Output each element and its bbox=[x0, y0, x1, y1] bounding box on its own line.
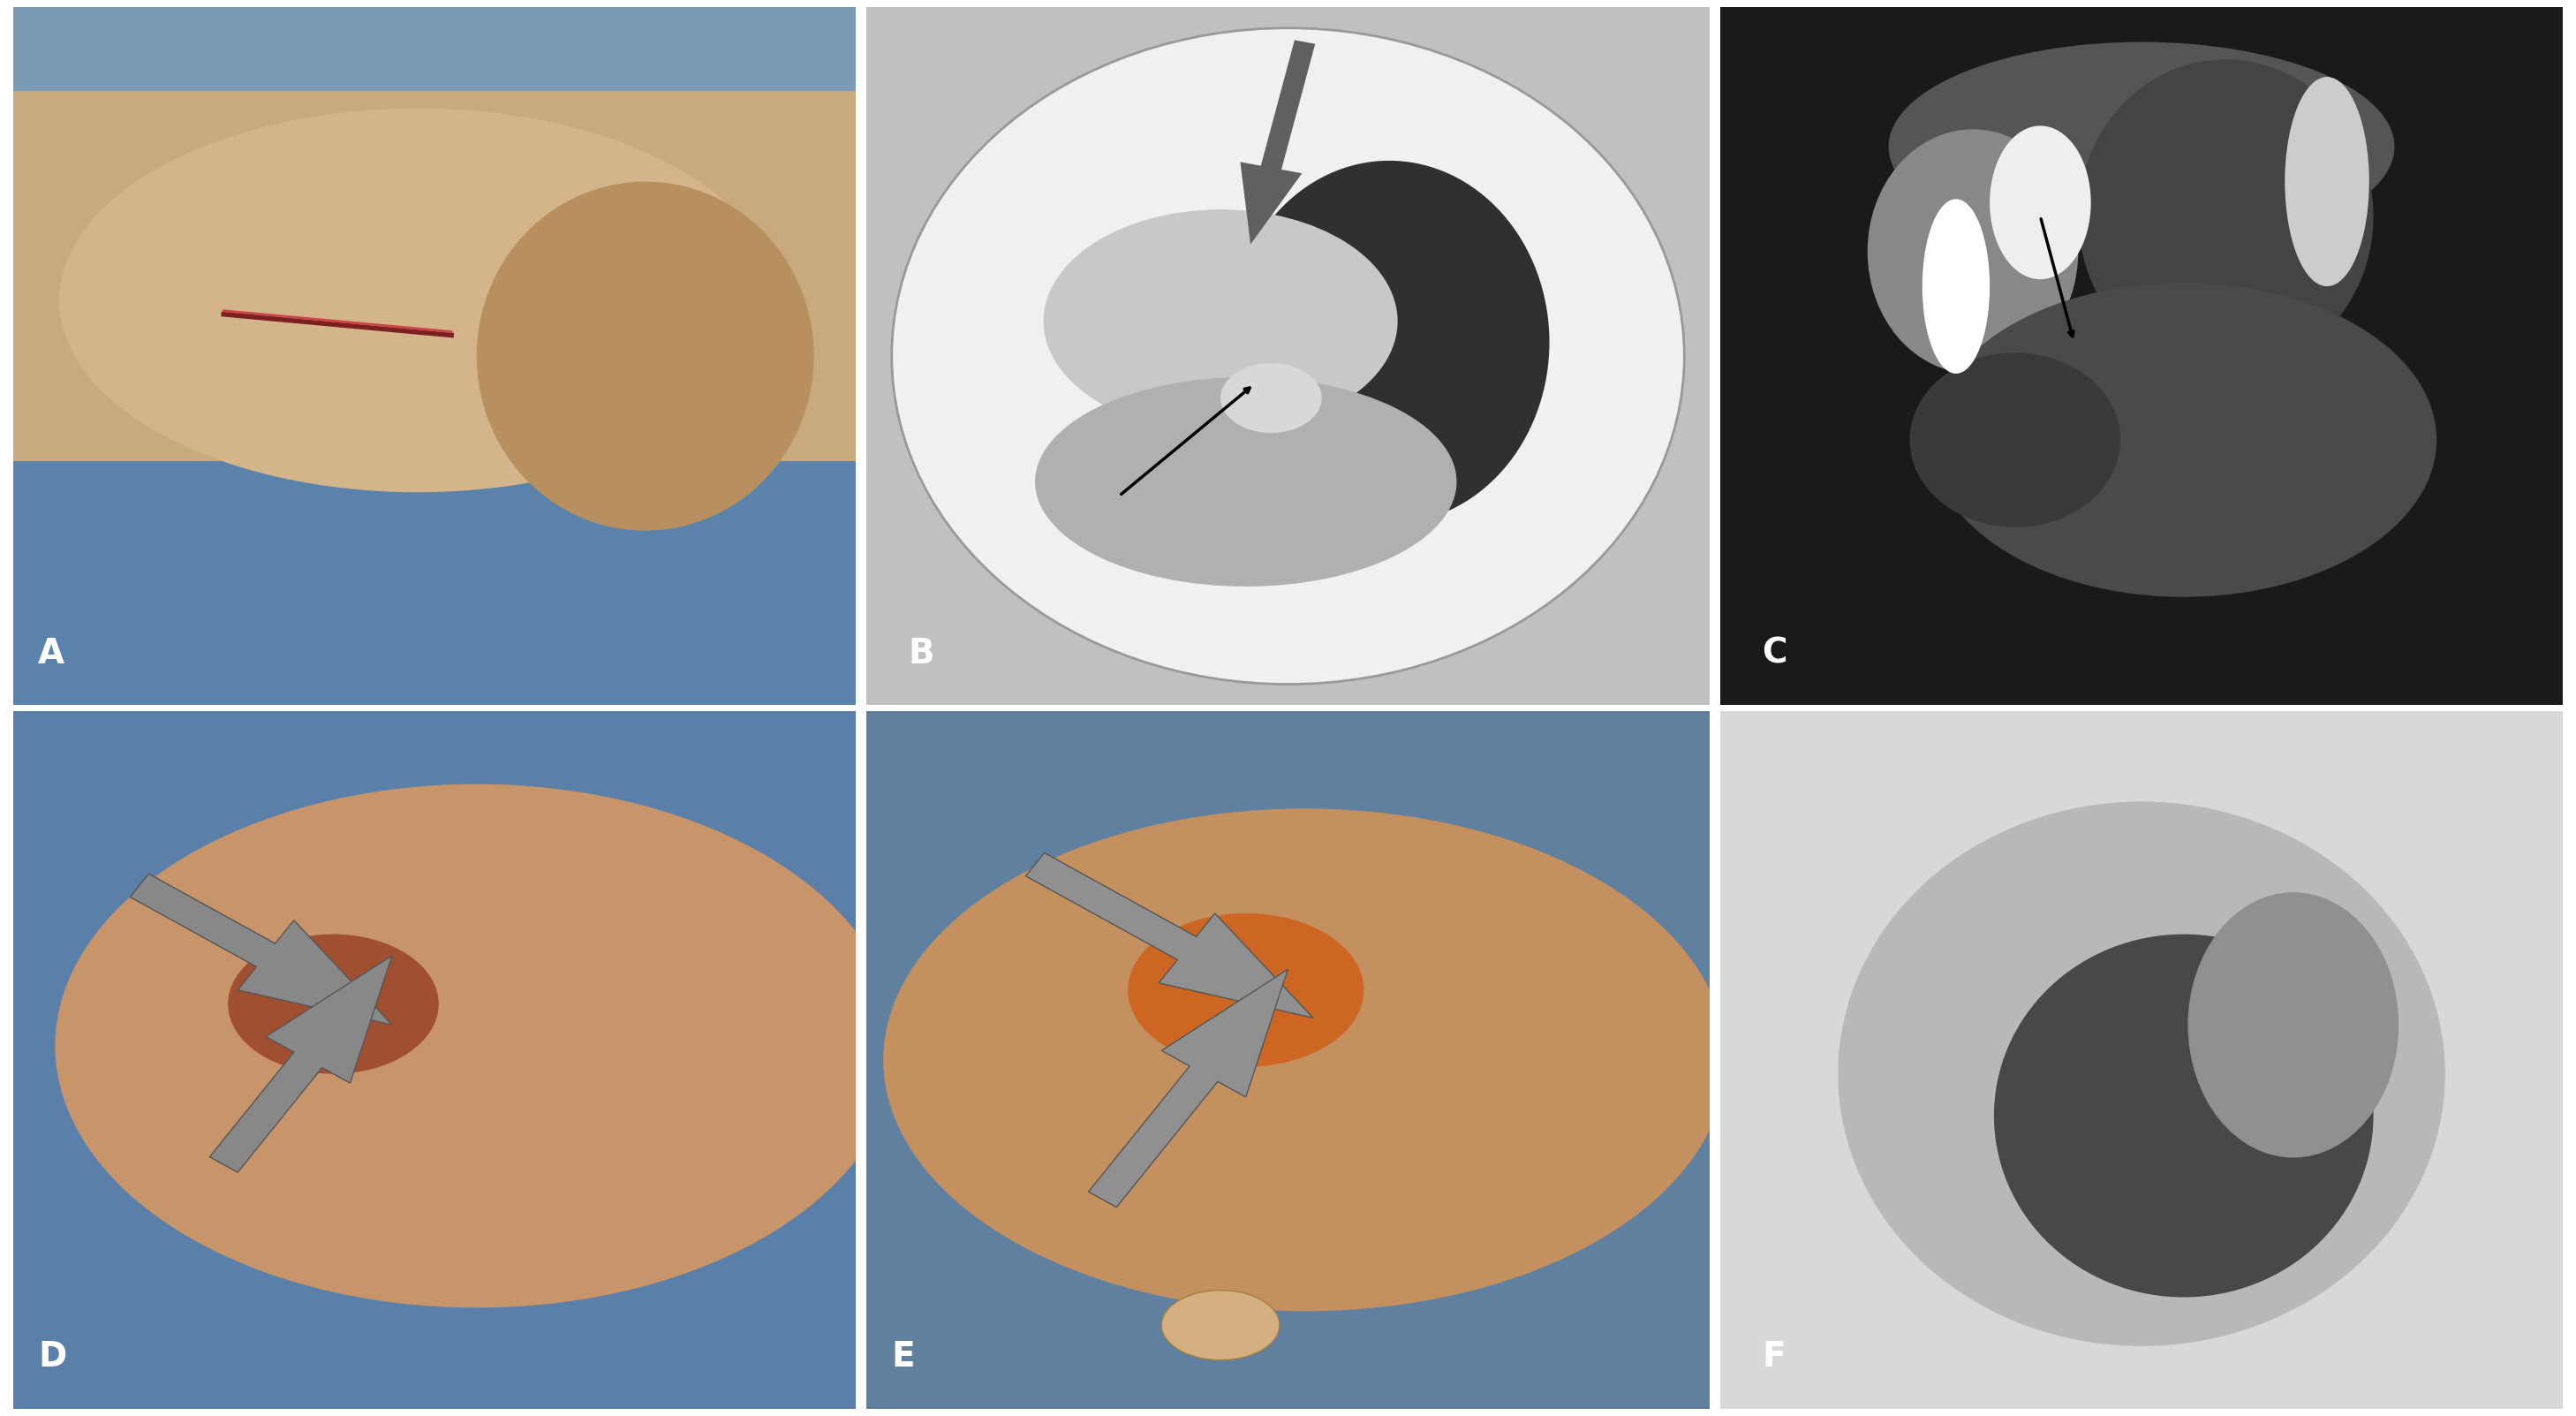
Text: B: B bbox=[909, 637, 935, 670]
Ellipse shape bbox=[477, 181, 814, 531]
FancyArrow shape bbox=[1025, 852, 1314, 1018]
Ellipse shape bbox=[1162, 1290, 1280, 1359]
Ellipse shape bbox=[2079, 59, 2372, 374]
Ellipse shape bbox=[1221, 362, 1321, 433]
Ellipse shape bbox=[1909, 353, 2120, 527]
Text: F: F bbox=[1762, 1341, 1785, 1374]
Ellipse shape bbox=[1229, 160, 1548, 524]
Ellipse shape bbox=[1043, 210, 1399, 433]
Text: A: A bbox=[39, 637, 64, 670]
FancyArrow shape bbox=[1090, 970, 1288, 1208]
Ellipse shape bbox=[1888, 42, 2396, 252]
Bar bbox=[13, 7, 855, 91]
Ellipse shape bbox=[2187, 892, 2398, 1158]
Ellipse shape bbox=[884, 809, 1726, 1311]
Ellipse shape bbox=[1994, 935, 2372, 1297]
Ellipse shape bbox=[1036, 377, 1455, 586]
Ellipse shape bbox=[59, 108, 775, 493]
Text: C: C bbox=[1762, 637, 1788, 670]
FancyArrow shape bbox=[129, 874, 392, 1025]
Text: E: E bbox=[891, 1341, 914, 1374]
Bar bbox=[13, 7, 855, 460]
Text: D: D bbox=[39, 1341, 67, 1374]
Ellipse shape bbox=[1868, 129, 2079, 374]
Ellipse shape bbox=[54, 784, 899, 1308]
Ellipse shape bbox=[1128, 913, 1363, 1066]
Circle shape bbox=[891, 28, 1685, 684]
Ellipse shape bbox=[2285, 76, 2370, 286]
FancyArrow shape bbox=[209, 956, 392, 1172]
Ellipse shape bbox=[1837, 801, 2445, 1347]
Ellipse shape bbox=[1929, 283, 2437, 598]
Ellipse shape bbox=[1922, 200, 1989, 374]
FancyArrow shape bbox=[1239, 40, 1316, 245]
Bar bbox=[13, 440, 855, 705]
Ellipse shape bbox=[1989, 126, 2092, 279]
Ellipse shape bbox=[227, 935, 438, 1073]
